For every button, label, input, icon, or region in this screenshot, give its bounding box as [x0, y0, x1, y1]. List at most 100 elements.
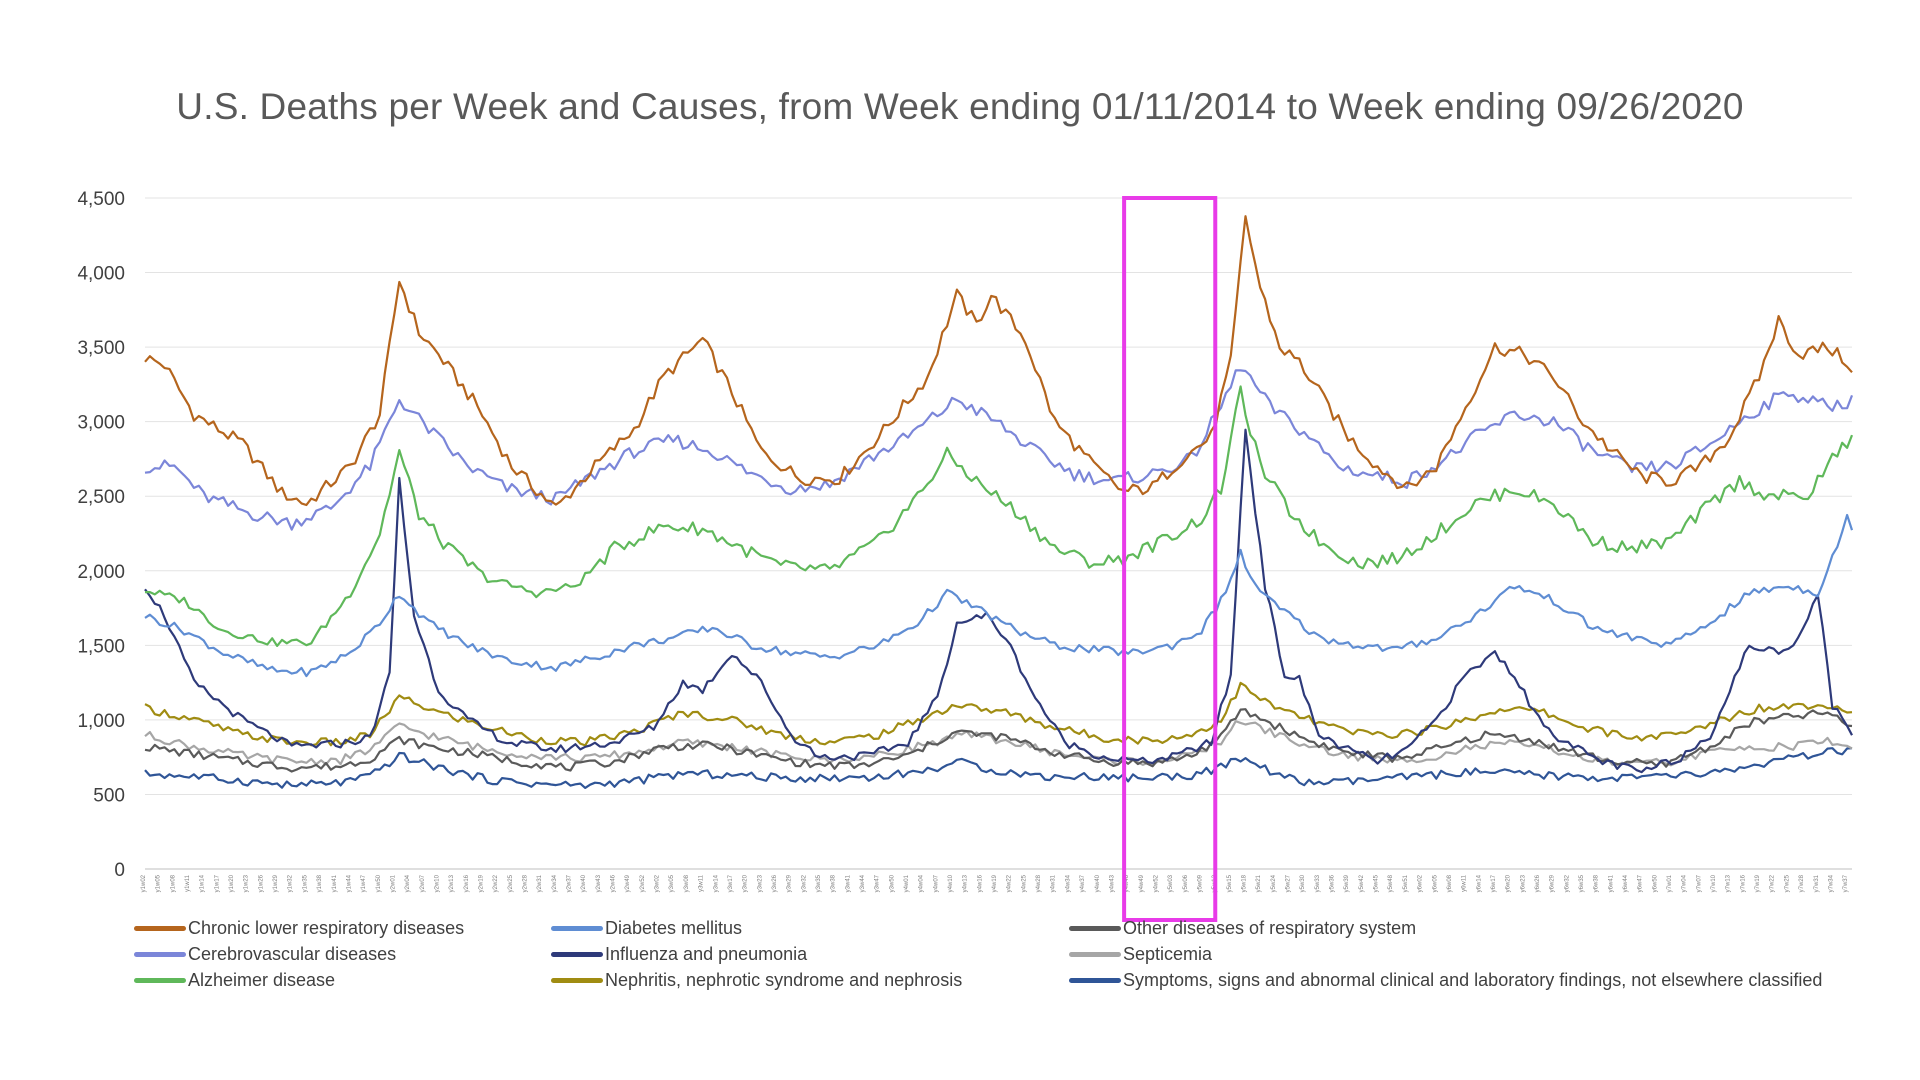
- x-tick-label: y3w47: [875, 874, 881, 892]
- x-tick-label: y2w43: [596, 874, 602, 892]
- y-tick-label: 2,500: [77, 487, 125, 508]
- x-tick-label: y5w48: [1388, 874, 1394, 892]
- x-tick-label: y3w14: [713, 874, 719, 892]
- x-tick-label: y4w43: [1109, 874, 1115, 892]
- x-tick-label: y2w34: [552, 874, 558, 892]
- legend-label: Diabetes mellitus: [605, 918, 743, 938]
- y-tick-label: 1,000: [77, 711, 125, 732]
- x-tick-label: y6w23: [1520, 874, 1526, 892]
- legend-swatch: [134, 952, 186, 957]
- x-tick-label: y3w50: [889, 874, 895, 892]
- x-tick-label: y7w04: [1682, 874, 1688, 892]
- x-tick-label: y2w22: [493, 874, 499, 892]
- x-tick-label: y5w03: [1168, 874, 1174, 892]
- x-tick-label: y4w07: [933, 874, 939, 892]
- legend-swatch: [551, 926, 603, 931]
- x-tick-label: y3w02: [655, 874, 661, 892]
- x-tick-label: y6w17: [1491, 874, 1497, 892]
- x-tick-label: y4w01: [904, 874, 910, 892]
- x-tick-label: y3w29: [787, 874, 793, 892]
- highlight-box: [1122, 196, 1218, 922]
- x-tick-label: y3w17: [728, 874, 734, 892]
- x-tick-label: y6w08: [1447, 874, 1453, 892]
- series-line: [144, 720, 1853, 767]
- x-tick-label: y6w32: [1564, 874, 1570, 892]
- x-tick-label: y5w30: [1300, 874, 1306, 892]
- series-line: [144, 681, 1853, 747]
- x-tick-label: y3w44: [860, 874, 866, 892]
- x-tick-label: y1w41: [332, 874, 338, 892]
- x-tick-label: y2w31: [537, 874, 543, 892]
- x-tick-label: y7w16: [1740, 874, 1746, 892]
- legend-swatch: [134, 926, 186, 931]
- legend-swatch: [1069, 952, 1121, 957]
- x-tick-label: y5w24: [1271, 874, 1277, 892]
- x-tick-label: y1w35: [302, 874, 308, 892]
- x-tick-label: y4w13: [963, 874, 969, 892]
- x-tick-label: y2w01: [390, 874, 396, 892]
- x-tick-label: y7w01: [1667, 874, 1673, 892]
- legend-label: Nephritis, nephrotic syndrome and nephro…: [605, 970, 963, 990]
- x-tick-label: y1w38: [317, 874, 323, 892]
- x-tick-label: y6w47: [1638, 874, 1644, 892]
- x-tick-label: y5w27: [1286, 874, 1292, 892]
- legend-item: Other diseases of respiratory system: [1069, 918, 1416, 939]
- y-tick-label: 4,500: [77, 189, 125, 210]
- x-tick-label: y4w31: [1051, 874, 1057, 892]
- x-tick-label: y7w10: [1711, 874, 1717, 892]
- legend-label: Influenza and pneumonia: [605, 944, 808, 964]
- x-tick-label: y5w51: [1403, 874, 1409, 892]
- legend-label: Septicemia: [1123, 944, 1213, 964]
- x-tick-label: y3w08: [684, 874, 690, 892]
- x-tick-label: y1w47: [361, 874, 367, 892]
- x-tick-label: y3w20: [743, 874, 749, 892]
- x-tick-label: y3w26: [772, 874, 778, 892]
- x-tick-label: y1w11: [185, 874, 191, 892]
- x-tick-label: y6w02: [1418, 874, 1424, 892]
- x-tick-label: y6w05: [1432, 874, 1438, 892]
- legend-label: Alzheimer disease: [188, 970, 336, 990]
- x-tick-label: y3w11: [699, 874, 705, 892]
- legend-label: Cerebrovascular diseases: [188, 944, 397, 964]
- x-tick-label: y5w33: [1315, 874, 1321, 892]
- x-tick-label: y6w44: [1623, 874, 1629, 892]
- x-tick-label: y6w35: [1579, 874, 1585, 892]
- x-tick-label: y4w52: [1153, 874, 1159, 892]
- x-tick-label: y7w31: [1814, 874, 1820, 892]
- x-tick-label: y5w18: [1242, 874, 1248, 892]
- legend-swatch: [551, 952, 603, 957]
- x-tick-label: y6w20: [1506, 874, 1512, 892]
- x-tick-label: y3w23: [757, 874, 763, 892]
- chart-legend: Chronic lower respiratory diseases Cerebr…: [134, 918, 1874, 1008]
- series-line: [145, 385, 1854, 647]
- x-tick-label: y4w19: [992, 874, 998, 892]
- x-tick-label: y5w45: [1374, 874, 1380, 892]
- x-tick-label: y5w42: [1359, 874, 1365, 892]
- x-tick-label: y4w22: [1007, 874, 1013, 892]
- x-tick-label: y2w19: [478, 874, 484, 892]
- x-tick-label: y6w41: [1608, 874, 1614, 892]
- x-tick-label: y3w35: [816, 874, 822, 892]
- legend-item: Chronic lower respiratory diseases: [134, 918, 464, 939]
- x-tick-label: y2w16: [464, 874, 470, 892]
- x-tick-label: y5w09: [1197, 874, 1203, 892]
- x-tick-label: y6w50: [1652, 874, 1658, 892]
- x-tick-label: y4w16: [977, 874, 983, 892]
- x-tick-label: y5w36: [1330, 874, 1336, 892]
- legend-swatch: [1069, 926, 1121, 931]
- x-tick-label: y7w37: [1843, 874, 1849, 892]
- x-tick-label: y6w38: [1594, 874, 1600, 892]
- x-tick-label: y6w29: [1550, 874, 1556, 892]
- x-tick-label: y6w11: [1462, 874, 1468, 892]
- x-tick-label: y2w04: [405, 874, 411, 892]
- legend-item: Cerebrovascular diseases: [134, 944, 396, 965]
- x-tick-label: y6w14: [1476, 874, 1482, 892]
- legend-item: Symptoms, signs and abnormal clinical an…: [1069, 970, 1822, 991]
- x-tick-label: y7w13: [1726, 874, 1732, 892]
- x-tick-label: y6w26: [1535, 874, 1541, 892]
- x-tick-label: y3w32: [801, 874, 807, 892]
- x-tick-label: y1w02: [141, 874, 147, 892]
- x-tick-label: y3w38: [831, 874, 837, 892]
- x-tick-label: y5w15: [1227, 874, 1233, 892]
